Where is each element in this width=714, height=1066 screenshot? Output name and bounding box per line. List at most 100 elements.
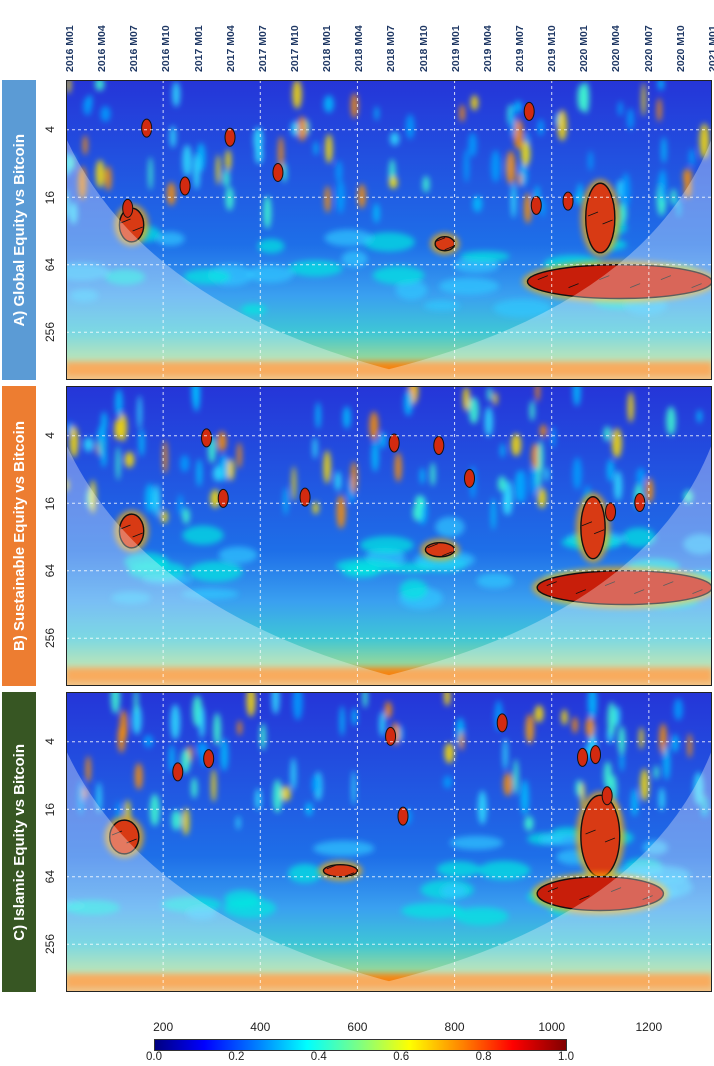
texture-blob xyxy=(292,692,303,721)
texture-blob xyxy=(659,723,667,755)
texture-blob xyxy=(124,451,135,468)
texture-blob xyxy=(580,781,585,809)
texture-blob xyxy=(115,388,123,418)
texture-blob xyxy=(297,116,307,141)
texture-blob xyxy=(606,459,614,482)
texture-blob xyxy=(683,533,712,555)
period-tick: 64 xyxy=(36,245,64,285)
texture-blob xyxy=(166,182,176,206)
texture-blob xyxy=(212,465,223,482)
texture-blob xyxy=(539,424,547,438)
texture-blob xyxy=(537,440,544,473)
texture-blob xyxy=(603,761,612,790)
texture-blob xyxy=(531,443,540,470)
colorbar-tick-label: 0.6 xyxy=(393,1051,410,1063)
texture-blob xyxy=(281,786,291,802)
texture-blob xyxy=(70,289,99,303)
bottom-band xyxy=(66,362,712,376)
texture-blob xyxy=(373,203,380,223)
texture-blob xyxy=(351,707,358,726)
phase-arrow xyxy=(427,543,438,549)
texture-blob xyxy=(636,467,646,487)
texture-blob xyxy=(183,269,231,285)
colorbar-tick-label: 0.0 xyxy=(146,1051,162,1063)
phase-arrow xyxy=(593,529,605,535)
panel-label: A) Global Equity vs Bitcoin xyxy=(2,80,36,380)
date-tick: 2018 M01 xyxy=(321,25,334,72)
texture-blob xyxy=(145,483,155,513)
period-tick-label: 4 xyxy=(43,126,57,134)
significant-region xyxy=(580,794,621,878)
texture-blob xyxy=(132,704,142,735)
top-date-axis: 2016 M01 2016 M04 2016 M07 2016 M10 2017 M01… xyxy=(64,0,714,78)
texture-blob xyxy=(224,890,261,908)
texture-blob xyxy=(412,504,422,521)
phase-arrow xyxy=(442,551,453,557)
date-tick: 2017 M10 xyxy=(288,25,301,72)
x-tick-label: 800 xyxy=(444,1020,465,1034)
texture-blob xyxy=(323,95,334,113)
period-tick: 256 xyxy=(36,312,64,352)
phase-arrow xyxy=(326,864,338,870)
texture-blob xyxy=(557,109,567,141)
hotspot xyxy=(634,492,646,512)
hotspot xyxy=(590,745,602,765)
period-tick-label: 16 xyxy=(43,802,57,816)
texture-blob xyxy=(69,155,75,171)
texture-blob xyxy=(439,277,499,295)
texture-blob xyxy=(324,229,373,247)
texture-blob xyxy=(182,807,190,836)
phase-arrow xyxy=(343,872,355,878)
phase-arrow xyxy=(537,275,548,281)
hotspot xyxy=(203,749,215,769)
x-axis: 200 400 600 800 1000 1200 xyxy=(66,1018,712,1040)
panel-label-text: B) Sustainable Equity vs Bitcoin xyxy=(10,420,28,652)
texture-blob xyxy=(325,133,333,164)
coherence-texture xyxy=(66,386,712,682)
significant-region xyxy=(585,182,616,254)
texture-blob xyxy=(645,477,654,503)
texture-blob xyxy=(436,861,481,878)
texture-blob xyxy=(683,168,692,185)
texture-blob xyxy=(653,765,659,780)
panel-label-text: A) Global Equity vs Bitcoin xyxy=(10,133,28,327)
phase-arrow xyxy=(120,524,131,530)
texture-blob xyxy=(246,265,294,283)
cone-of-influence xyxy=(66,445,712,686)
texture-blob xyxy=(513,758,519,795)
texture-blob xyxy=(85,755,91,783)
phase-arrow xyxy=(568,283,579,289)
texture-blob xyxy=(534,705,544,723)
texture-blob xyxy=(374,106,379,121)
period-tick: 16 xyxy=(36,483,64,523)
panel-border xyxy=(66,80,712,380)
texture-blob xyxy=(217,431,227,452)
cone-of-influence xyxy=(66,751,712,992)
texture-blob xyxy=(350,92,359,119)
significant-region xyxy=(424,542,456,558)
texture-blob xyxy=(614,706,621,727)
texture-blob xyxy=(671,734,679,753)
period-tick: 4 xyxy=(36,416,64,456)
hotspot xyxy=(172,762,184,782)
wavelet-panel xyxy=(66,80,712,380)
texture-blob xyxy=(371,440,379,472)
texture-blob xyxy=(155,231,185,246)
texture-blob xyxy=(493,299,552,318)
texture-blob xyxy=(468,396,479,424)
texture-blob xyxy=(311,774,320,794)
phase-arrow xyxy=(691,283,702,289)
hotspot xyxy=(523,101,535,121)
texture-blob xyxy=(186,907,217,920)
texture-blob xyxy=(83,97,92,116)
texture-blob xyxy=(362,232,415,252)
texture-blob xyxy=(339,705,345,737)
phase-arrow xyxy=(111,830,123,836)
texture-blob xyxy=(162,440,168,475)
texture-blob xyxy=(225,186,234,211)
texture-blob xyxy=(180,749,191,774)
hotspot xyxy=(496,713,508,733)
texture-blob xyxy=(384,701,392,719)
texture-blob xyxy=(389,132,400,146)
date-tick: 2016 M04 xyxy=(96,25,109,72)
